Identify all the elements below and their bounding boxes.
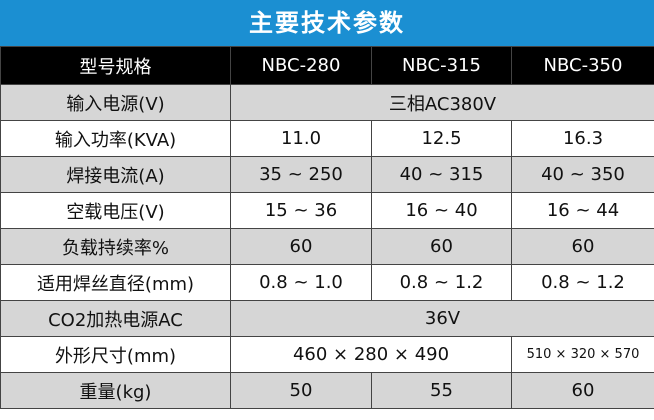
cell: 16 ~ 40 [371, 192, 512, 229]
spec-table: 型号规格 NBC-280 NBC-315 NBC-350 输入电源(V) 三相A… [0, 46, 654, 409]
cell: 16.3 [511, 120, 654, 157]
header-row: 型号规格 NBC-280 NBC-315 NBC-350 [0, 46, 654, 85]
row: 外形尺寸(mm) 460 × 280 × 490 510 × 320 × 570 [0, 336, 654, 373]
header-cell: NBC-280 [230, 46, 372, 85]
row: 适用焊丝直径(mm) 0.8 ~ 1.0 0.8 ~ 1.2 0.8 ~ 1.2 [0, 264, 654, 301]
row: 重量(kg) 50 55 60 [0, 372, 654, 409]
row-label: 负载持续率% [0, 228, 231, 265]
row-label: CO2加热电源AC [0, 300, 231, 337]
cell: 12.5 [371, 120, 512, 157]
cell: 50 [230, 372, 372, 409]
row: 负载持续率% 60 60 60 [0, 228, 654, 265]
row-label: 重量(kg) [0, 372, 231, 409]
cell: 40 ~ 350 [511, 156, 654, 193]
row: 空载电压(V) 15 ~ 36 16 ~ 40 16 ~ 44 [0, 192, 654, 229]
cell: 16 ~ 44 [511, 192, 654, 229]
row-label: 适用焊丝直径(mm) [0, 264, 231, 301]
row-label: 输入功率(KVA) [0, 120, 231, 157]
row-label: 输入电源(V) [0, 84, 231, 121]
cell: 36V [230, 300, 654, 337]
cell: 0.8 ~ 1.2 [371, 264, 512, 301]
title-bar: 主要技术参数 [0, 0, 654, 46]
row-label: 空载电压(V) [0, 192, 231, 229]
cell: 三相AC380V [230, 84, 654, 121]
header-cell: NBC-350 [511, 46, 654, 85]
row: 输入电源(V) 三相AC380V [0, 84, 654, 121]
cell: 0.8 ~ 1.0 [230, 264, 372, 301]
row: 输入功率(KVA) 11.0 12.5 16.3 [0, 120, 654, 157]
cell: 460 × 280 × 490 [230, 336, 512, 373]
cell: 11.0 [230, 120, 372, 157]
cell: 60 [371, 228, 512, 265]
cell: 0.8 ~ 1.2 [511, 264, 654, 301]
cell: 15 ~ 36 [230, 192, 372, 229]
cell: 60 [230, 228, 372, 265]
cell: 60 [511, 372, 654, 409]
row: 焊接电流(A) 35 ~ 250 40 ~ 315 40 ~ 350 [0, 156, 654, 193]
cell: 60 [511, 228, 654, 265]
header-cell: NBC-315 [371, 46, 512, 85]
cell: 35 ~ 250 [230, 156, 372, 193]
cell: 510 × 320 × 570 [511, 336, 654, 373]
header-cell: 型号规格 [0, 46, 231, 85]
row-label: 焊接电流(A) [0, 156, 231, 193]
row-label: 外形尺寸(mm) [0, 336, 231, 373]
cell: 55 [371, 372, 512, 409]
row: CO2加热电源AC 36V [0, 300, 654, 337]
cell: 40 ~ 315 [371, 156, 512, 193]
